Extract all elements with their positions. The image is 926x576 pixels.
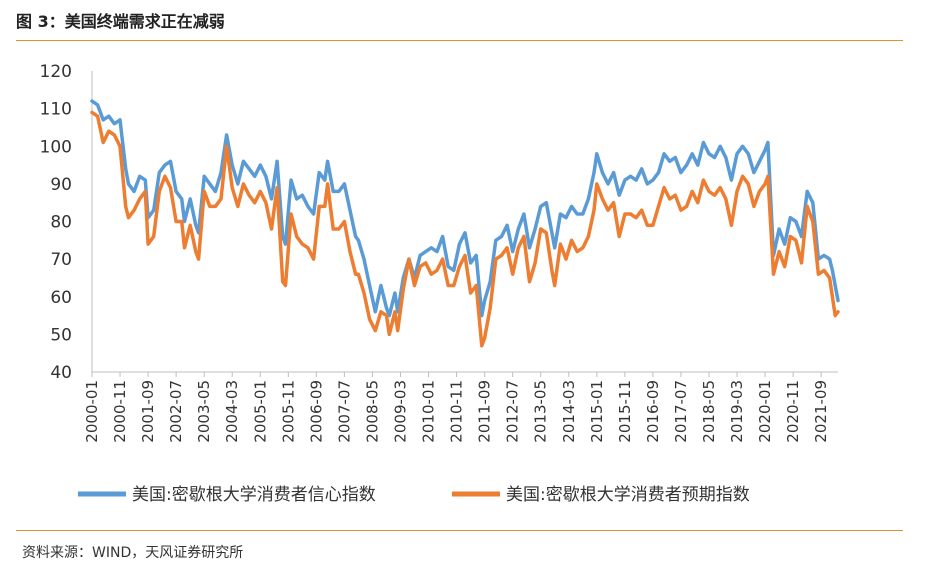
x-tick-label: 2020-01 xyxy=(756,380,774,443)
x-tick-label: 2020-11 xyxy=(784,380,802,443)
x-tick-labels: 2000-01 2000-11 2001-09 2002-07 2003-05 2004-… xyxy=(83,372,830,443)
y-tick-label: 40 xyxy=(50,363,72,383)
x-tick-label: 2002-07 xyxy=(167,380,185,443)
x-tick-label: 2009-03 xyxy=(391,380,409,443)
series-layer xyxy=(90,99,840,348)
x-axis: 2000-01 2000-11 2001-09 2002-07 2003-05 2004-… xyxy=(83,371,838,443)
x-tick-label: 2005-01 xyxy=(251,380,269,443)
figure-title: 图 3：美国终端需求正在减弱 xyxy=(16,12,225,31)
x-tick-label: 2017-07 xyxy=(672,380,690,443)
y-tick-label: 100 xyxy=(40,137,72,157)
legend-label-confidence: 美国:密歇根大学消费者信心指数 xyxy=(132,485,376,505)
y-tick-label: 60 xyxy=(50,288,72,308)
y-tick-label: 80 xyxy=(50,213,72,233)
y-axis: 40 50 60 70 80 90 100 110 120 xyxy=(40,62,93,383)
y-tick-label: 70 xyxy=(50,250,72,270)
x-tick-label: 2008-05 xyxy=(363,380,381,443)
series-line-expectations xyxy=(90,110,840,348)
source-rule xyxy=(16,530,903,531)
legend-label-expectations: 美国:密歇根大学消费者预期指数 xyxy=(506,485,750,505)
y-tick-label: 50 xyxy=(50,325,72,345)
legend-item-confidence: 美国:密歇根大学消费者信心指数 xyxy=(78,485,376,505)
legend: 美国:密歇根大学消费者信心指数 美国:密歇根大学消费者预期指数 xyxy=(78,485,750,505)
x-tick-label: 2006-09 xyxy=(307,380,325,443)
x-tick-label: 2001-09 xyxy=(139,380,157,443)
series-line-confidence xyxy=(90,99,840,318)
x-tick-label: 2004-03 xyxy=(223,380,241,443)
y-tick-label: 110 xyxy=(40,100,72,120)
x-tick-label: 2018-05 xyxy=(700,380,718,443)
x-tick-label: 2010-01 xyxy=(420,380,438,443)
legend-item-expectations: 美国:密歇根大学消费者预期指数 xyxy=(452,485,750,505)
x-tick-label: 2021-09 xyxy=(812,380,830,443)
x-tick-label: 2010-11 xyxy=(448,380,466,443)
x-tick-label: 2013-05 xyxy=(532,380,550,443)
x-tick-label: 2012-07 xyxy=(504,380,522,443)
y-tick-labels: 40 50 60 70 80 90 100 110 120 xyxy=(40,62,72,383)
x-tick-label: 2014-03 xyxy=(560,380,578,443)
y-tick-label: 90 xyxy=(50,175,72,195)
title-rule xyxy=(16,40,903,41)
x-tick-label: 2015-01 xyxy=(588,380,606,443)
x-tick-label: 2016-09 xyxy=(644,380,662,443)
x-tick-label: 2000-11 xyxy=(111,380,129,443)
x-tick-label: 2011-09 xyxy=(476,380,494,443)
x-tick-label: 2000-01 xyxy=(83,380,101,443)
x-tick-label: 2019-03 xyxy=(728,380,746,443)
x-tick-label: 2015-11 xyxy=(616,380,634,443)
x-tick-label: 2005-11 xyxy=(279,380,297,443)
line-chart: 40 50 60 70 80 90 100 110 120 2000-01 2000-11 2001… xyxy=(40,62,840,505)
x-tick-label: 2003-05 xyxy=(195,380,213,443)
y-tick-label: 120 xyxy=(40,62,72,82)
x-tick-label: 2007-07 xyxy=(335,380,353,443)
source-note: 资料来源：WIND，天风证券研究所 xyxy=(22,545,244,561)
